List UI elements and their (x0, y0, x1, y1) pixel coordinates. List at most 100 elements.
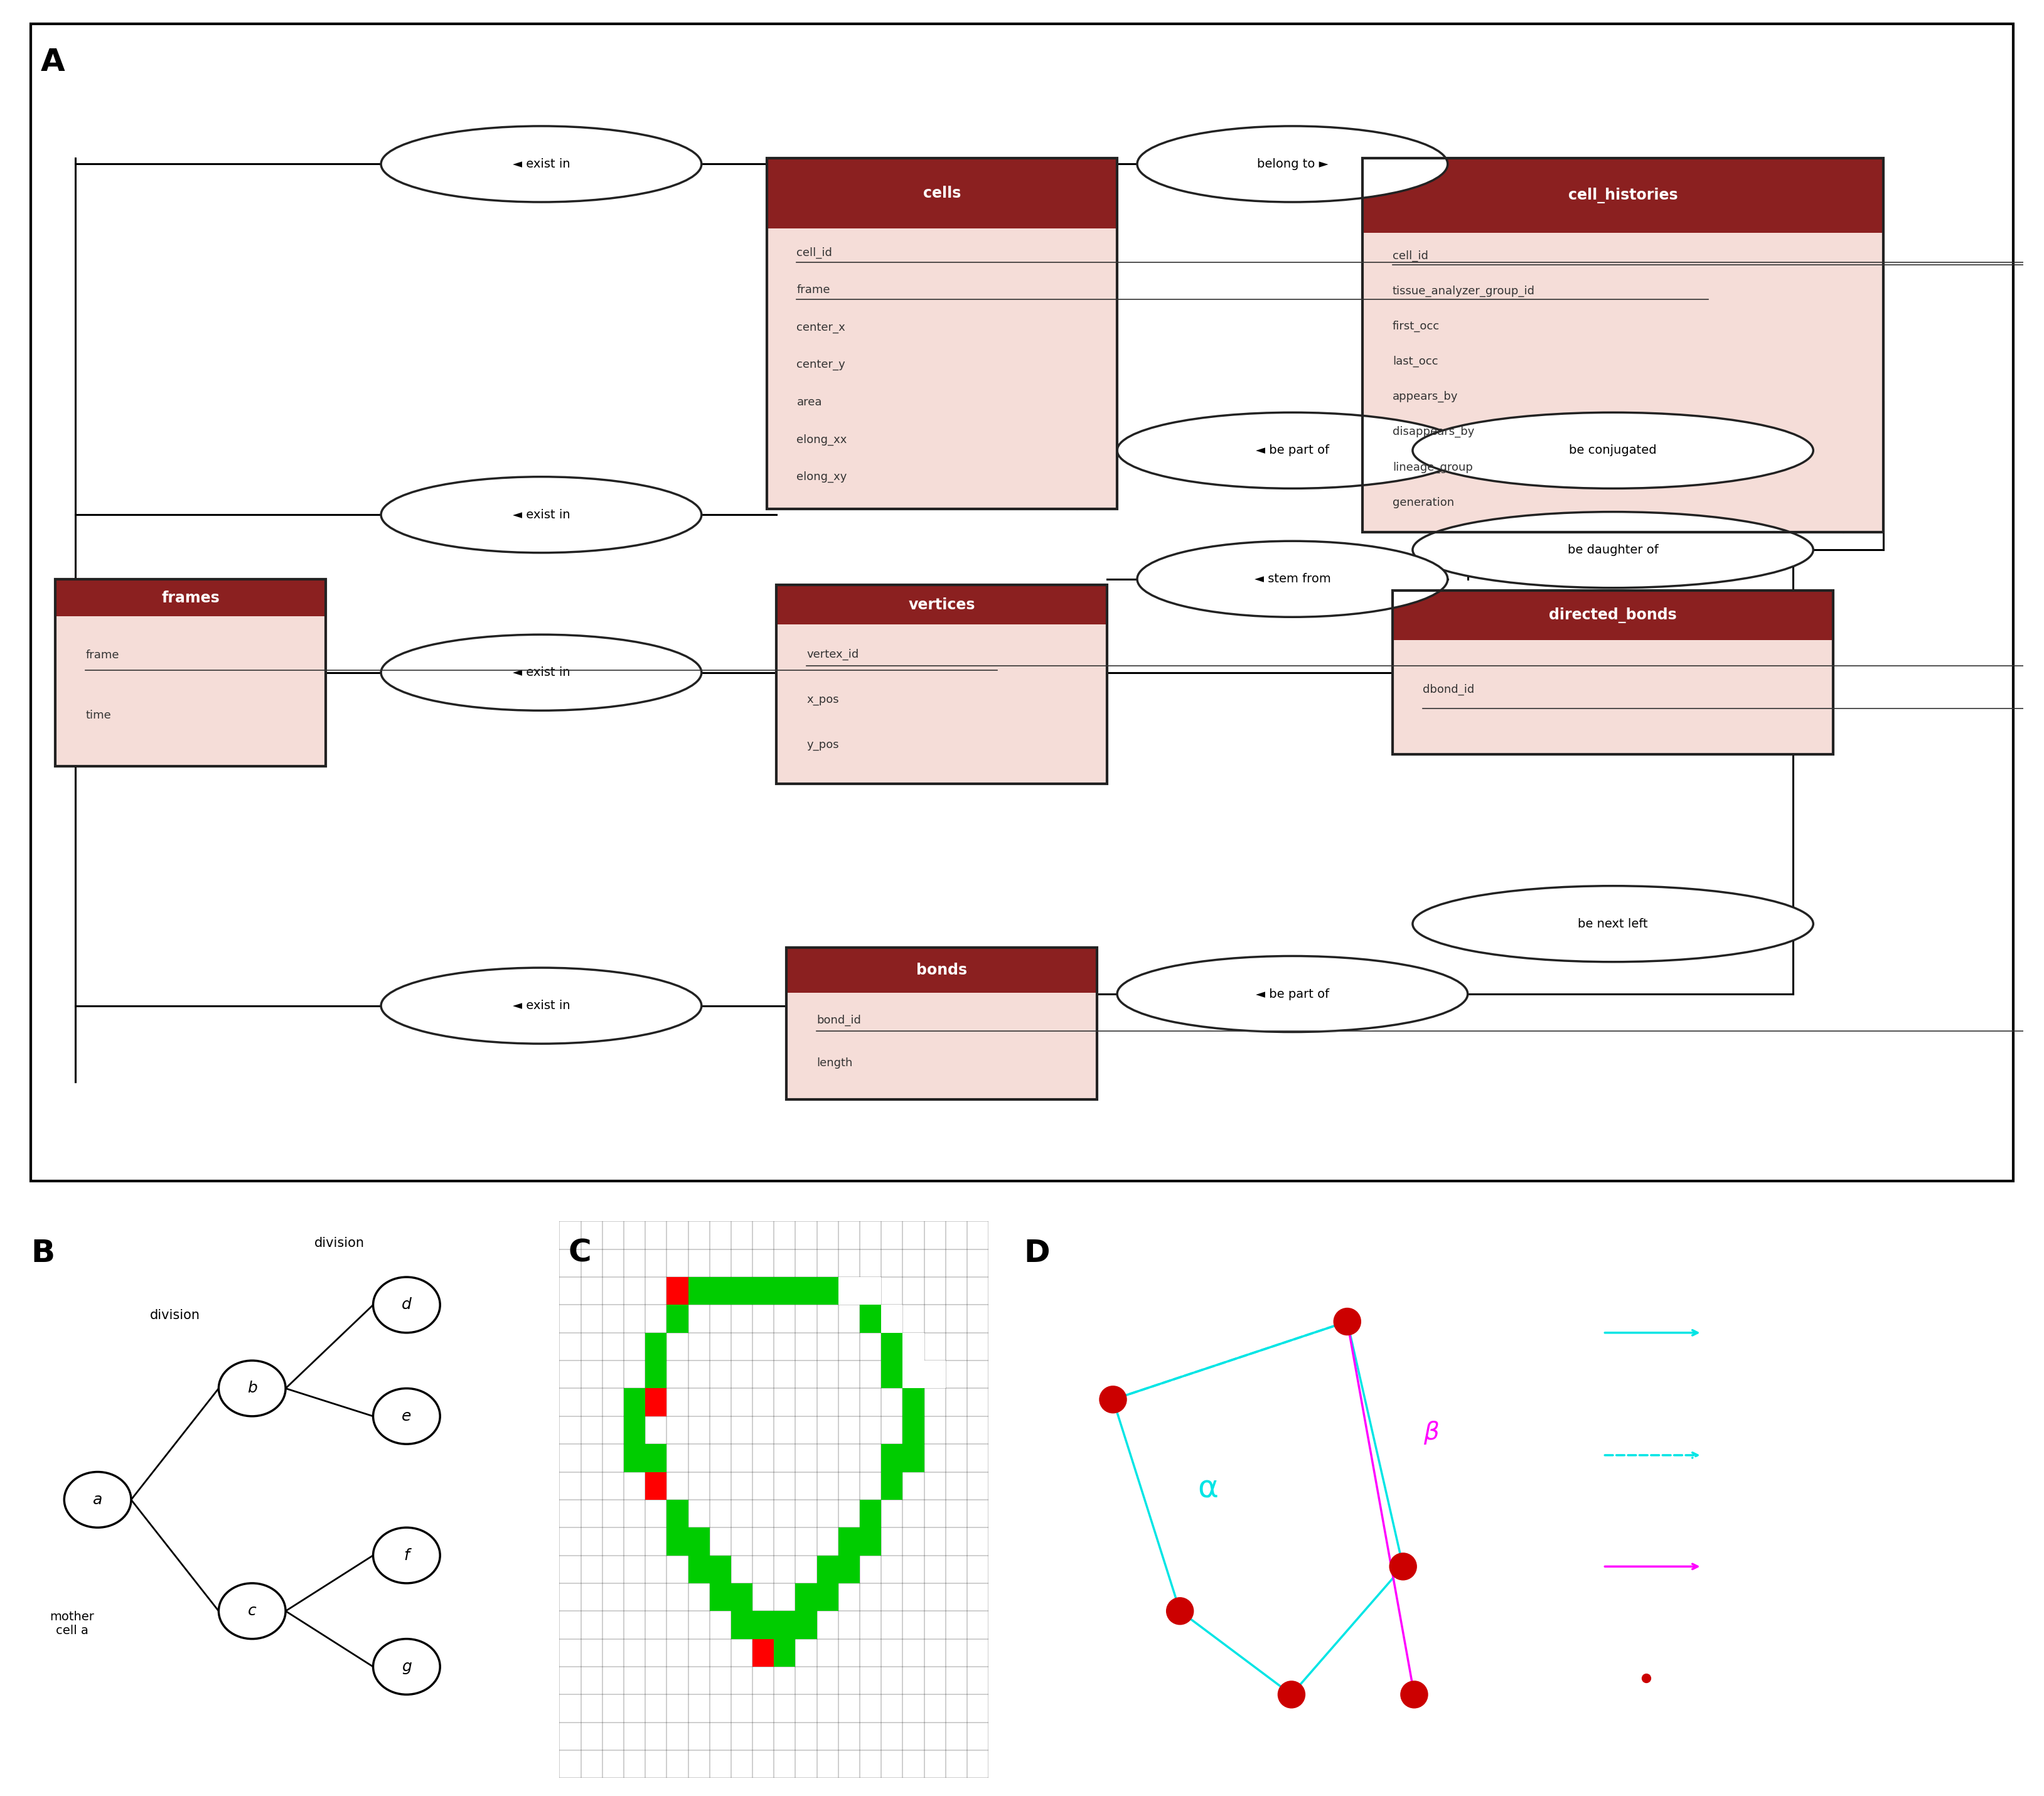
Ellipse shape (1118, 413, 1468, 489)
Bar (766, 158, 1118, 508)
Bar (752, 1277, 775, 1306)
Text: directed_bonds: directed_bonds (1549, 607, 1676, 623)
Ellipse shape (380, 126, 701, 203)
Text: ◄ exist in: ◄ exist in (513, 666, 570, 679)
Text: mother
cell a: mother cell a (49, 1611, 94, 1636)
Bar (818, 1584, 838, 1611)
Bar (732, 1611, 752, 1640)
Text: vertex_id: vertex_id (807, 648, 858, 659)
Ellipse shape (219, 1361, 286, 1417)
Ellipse shape (219, 1584, 286, 1640)
Bar (752, 1611, 775, 1640)
Bar (903, 1388, 924, 1417)
Ellipse shape (1118, 955, 1468, 1033)
Bar (881, 1444, 903, 1473)
Bar (689, 1555, 709, 1584)
Bar (838, 1277, 861, 1306)
Text: last_occ: last_occ (1392, 356, 1439, 366)
Ellipse shape (1412, 413, 1813, 489)
Bar (646, 1388, 666, 1417)
Text: β: β (1423, 1421, 1439, 1444)
Bar (752, 1640, 775, 1667)
Bar (795, 1611, 818, 1640)
Text: bond_id: bond_id (818, 1015, 861, 1026)
Text: frame: frame (86, 650, 119, 661)
Text: ◄ be part of: ◄ be part of (1255, 988, 1329, 1000)
Text: lineage_group: lineage_group (1392, 462, 1474, 472)
Bar (861, 1500, 881, 1528)
Bar (666, 1500, 689, 1528)
Bar (861, 1306, 881, 1333)
Bar (646, 1361, 666, 1388)
Bar (838, 1277, 861, 1306)
Text: be next left: be next left (1578, 918, 1647, 930)
Text: ◄ exist in: ◄ exist in (513, 508, 570, 521)
Bar (55, 616, 325, 767)
Bar (766, 158, 1118, 228)
Bar (1363, 233, 1883, 532)
Bar (1392, 639, 1833, 754)
Bar (666, 1306, 689, 1333)
Bar (881, 1473, 903, 1500)
Text: frame: frame (797, 284, 830, 296)
Text: cells: cells (924, 185, 961, 201)
Text: belong to ►: belong to ► (1257, 158, 1329, 171)
Text: generation: generation (1392, 497, 1453, 508)
Ellipse shape (63, 1473, 131, 1528)
Text: A: A (41, 47, 65, 77)
Text: cell_id: cell_id (797, 248, 832, 259)
Ellipse shape (1412, 885, 1813, 963)
Text: frames: frames (161, 591, 221, 605)
Text: c: c (247, 1604, 256, 1618)
Text: g: g (401, 1660, 411, 1674)
Text: ◄ stem from: ◄ stem from (1255, 573, 1331, 585)
Text: time: time (86, 709, 110, 720)
Text: ◄ be part of: ◄ be part of (1255, 444, 1329, 456)
Bar (646, 1473, 666, 1500)
Bar (818, 1555, 838, 1584)
Bar (646, 1444, 666, 1473)
Text: a: a (92, 1492, 102, 1507)
Text: B: B (31, 1237, 55, 1268)
Text: α: α (1198, 1473, 1218, 1503)
Bar (881, 1306, 903, 1333)
Text: left directed bond: left directed bond (1731, 1449, 1842, 1462)
Text: elong_xx: elong_xx (797, 435, 846, 445)
Ellipse shape (374, 1388, 439, 1444)
Text: d: d (401, 1297, 411, 1313)
Bar (777, 625, 1108, 783)
Ellipse shape (1136, 541, 1447, 618)
Text: cell_id: cell_id (1392, 250, 1429, 262)
Ellipse shape (1412, 512, 1813, 587)
Bar (777, 585, 1108, 625)
Circle shape (1100, 1385, 1126, 1413)
Bar (775, 1611, 795, 1640)
Bar (709, 1277, 732, 1306)
Ellipse shape (374, 1640, 439, 1695)
Text: D: D (1024, 1237, 1051, 1268)
Text: division: division (149, 1309, 200, 1322)
Text: ◄ exist in: ◄ exist in (513, 158, 570, 171)
Text: elong_xy: elong_xy (797, 471, 846, 483)
Ellipse shape (374, 1277, 439, 1333)
Bar (709, 1555, 732, 1584)
Bar (752, 1640, 775, 1667)
Bar (732, 1584, 752, 1611)
Bar (838, 1555, 861, 1584)
Text: disappears_by: disappears_by (1392, 426, 1474, 438)
Bar (775, 1277, 795, 1306)
Text: e: e (403, 1408, 411, 1424)
Text: C: C (568, 1237, 591, 1268)
Bar (818, 1277, 838, 1306)
Bar (732, 1277, 752, 1306)
Bar (55, 578, 325, 767)
Bar (689, 1528, 709, 1555)
Bar (881, 1361, 903, 1388)
Bar (666, 1528, 689, 1555)
Circle shape (1278, 1681, 1306, 1708)
Bar (623, 1388, 646, 1417)
Bar (646, 1473, 666, 1500)
Bar (775, 1640, 795, 1667)
Text: j: j (1412, 1588, 1416, 1602)
Text: b: b (247, 1381, 258, 1395)
